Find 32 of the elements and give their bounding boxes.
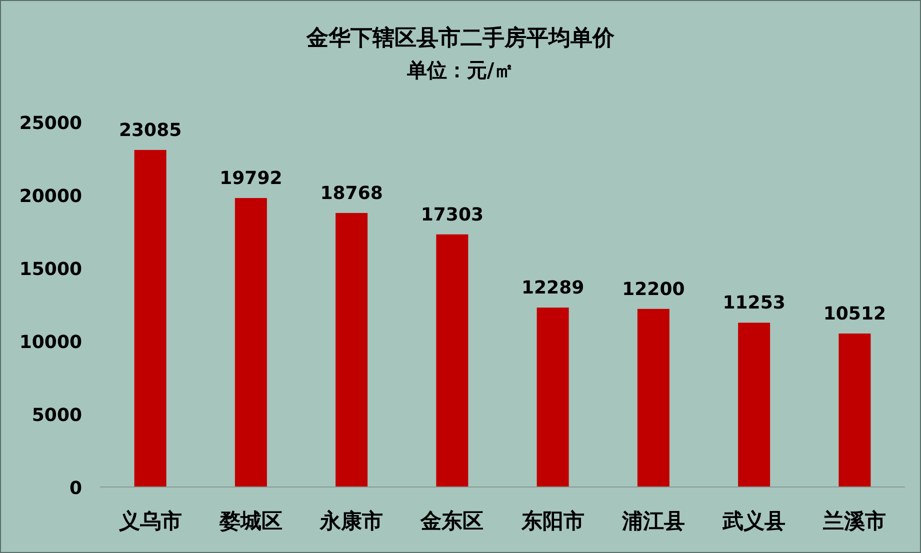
data-label: 12200 [622, 278, 685, 300]
x-tick-label: 义乌市 [118, 509, 182, 533]
y-tick-label: 20000 [19, 186, 82, 207]
x-tick-label: 婺城区 [218, 509, 282, 533]
y-tick-label: 5000 [32, 405, 82, 426]
data-label: 17303 [420, 204, 484, 226]
x-tick-label: 兰溪市 [822, 509, 886, 533]
x-tick-label: 武义县 [722, 509, 786, 533]
bar [234, 198, 267, 487]
y-tick-label: 0 [69, 478, 82, 499]
bar [436, 234, 468, 487]
x-tick-label: 永康市 [319, 509, 384, 533]
chart-subtitle: 单位：元/㎡ [406, 58, 514, 82]
data-label: 12289 [522, 278, 584, 299]
data-label: 10512 [823, 304, 886, 325]
x-tick-label: 东阳市 [520, 509, 584, 533]
chart-title: 金华下辖区县市二手房平均单价 [306, 25, 616, 51]
x-tick-label: 浦江县 [620, 509, 685, 533]
data-label: 19792 [220, 168, 282, 190]
y-tick-label: 15000 [19, 259, 82, 280]
data-label: 23085 [119, 120, 182, 141]
data-label: 11253 [722, 292, 786, 314]
bar [738, 322, 770, 487]
bar [838, 334, 871, 487]
bar [336, 212, 368, 487]
bar [134, 150, 166, 487]
y-tick-label: 25000 [19, 113, 82, 134]
bar [536, 308, 569, 487]
x-tick-label: 金东区 [420, 509, 484, 533]
bar [637, 308, 670, 487]
data-label: 18768 [320, 182, 383, 204]
y-tick-label: 10000 [19, 332, 82, 353]
